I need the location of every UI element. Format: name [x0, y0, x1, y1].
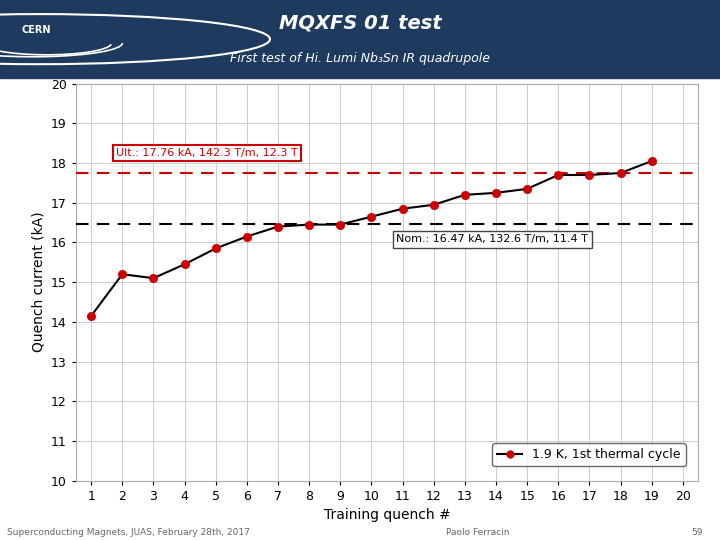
1.9 K, 1st thermal cycle — [523, 186, 531, 192]
1.9 K, 1st thermal cycle — [243, 233, 251, 240]
Text: Ult.: 17.76 kA, 142.3 T/m, 12.3 T: Ult.: 17.76 kA, 142.3 T/m, 12.3 T — [116, 148, 297, 158]
Text: Nom.: 16.47 kA, 132.6 T/m, 11.4 T: Nom.: 16.47 kA, 132.6 T/m, 11.4 T — [396, 234, 588, 244]
Text: CERN: CERN — [22, 25, 50, 35]
1.9 K, 1st thermal cycle — [429, 201, 438, 208]
Text: 59: 59 — [691, 528, 703, 537]
1.9 K, 1st thermal cycle — [305, 221, 313, 228]
1.9 K, 1st thermal cycle — [585, 172, 594, 178]
Text: Superconducting Magnets, JUAS, February 28th, 2017: Superconducting Magnets, JUAS, February … — [7, 528, 250, 537]
1.9 K, 1st thermal cycle — [212, 245, 220, 252]
Text: First test of Hi. Lumi Nb₃Sn IR quadrupole: First test of Hi. Lumi Nb₃Sn IR quadrupo… — [230, 52, 490, 65]
1.9 K, 1st thermal cycle — [367, 213, 376, 220]
1.9 K, 1st thermal cycle — [554, 172, 562, 178]
1.9 K, 1st thermal cycle — [616, 170, 625, 176]
Legend: 1.9 K, 1st thermal cycle: 1.9 K, 1st thermal cycle — [492, 443, 686, 467]
1.9 K, 1st thermal cycle — [647, 158, 656, 164]
Line: 1.9 K, 1st thermal cycle: 1.9 K, 1st thermal cycle — [87, 157, 656, 320]
1.9 K, 1st thermal cycle — [180, 261, 189, 267]
1.9 K, 1st thermal cycle — [87, 313, 96, 319]
1.9 K, 1st thermal cycle — [461, 192, 469, 198]
1.9 K, 1st thermal cycle — [336, 221, 345, 228]
Y-axis label: Quench current (kA): Quench current (kA) — [31, 212, 45, 353]
1.9 K, 1st thermal cycle — [398, 206, 407, 212]
1.9 K, 1st thermal cycle — [492, 190, 500, 196]
1.9 K, 1st thermal cycle — [118, 271, 127, 278]
Text: MQXFS 01 test: MQXFS 01 test — [279, 14, 441, 33]
1.9 K, 1st thermal cycle — [274, 224, 282, 230]
1.9 K, 1st thermal cycle — [149, 275, 158, 281]
X-axis label: Training quench #: Training quench # — [323, 508, 451, 522]
Text: Paolo Ferracin: Paolo Ferracin — [446, 528, 510, 537]
